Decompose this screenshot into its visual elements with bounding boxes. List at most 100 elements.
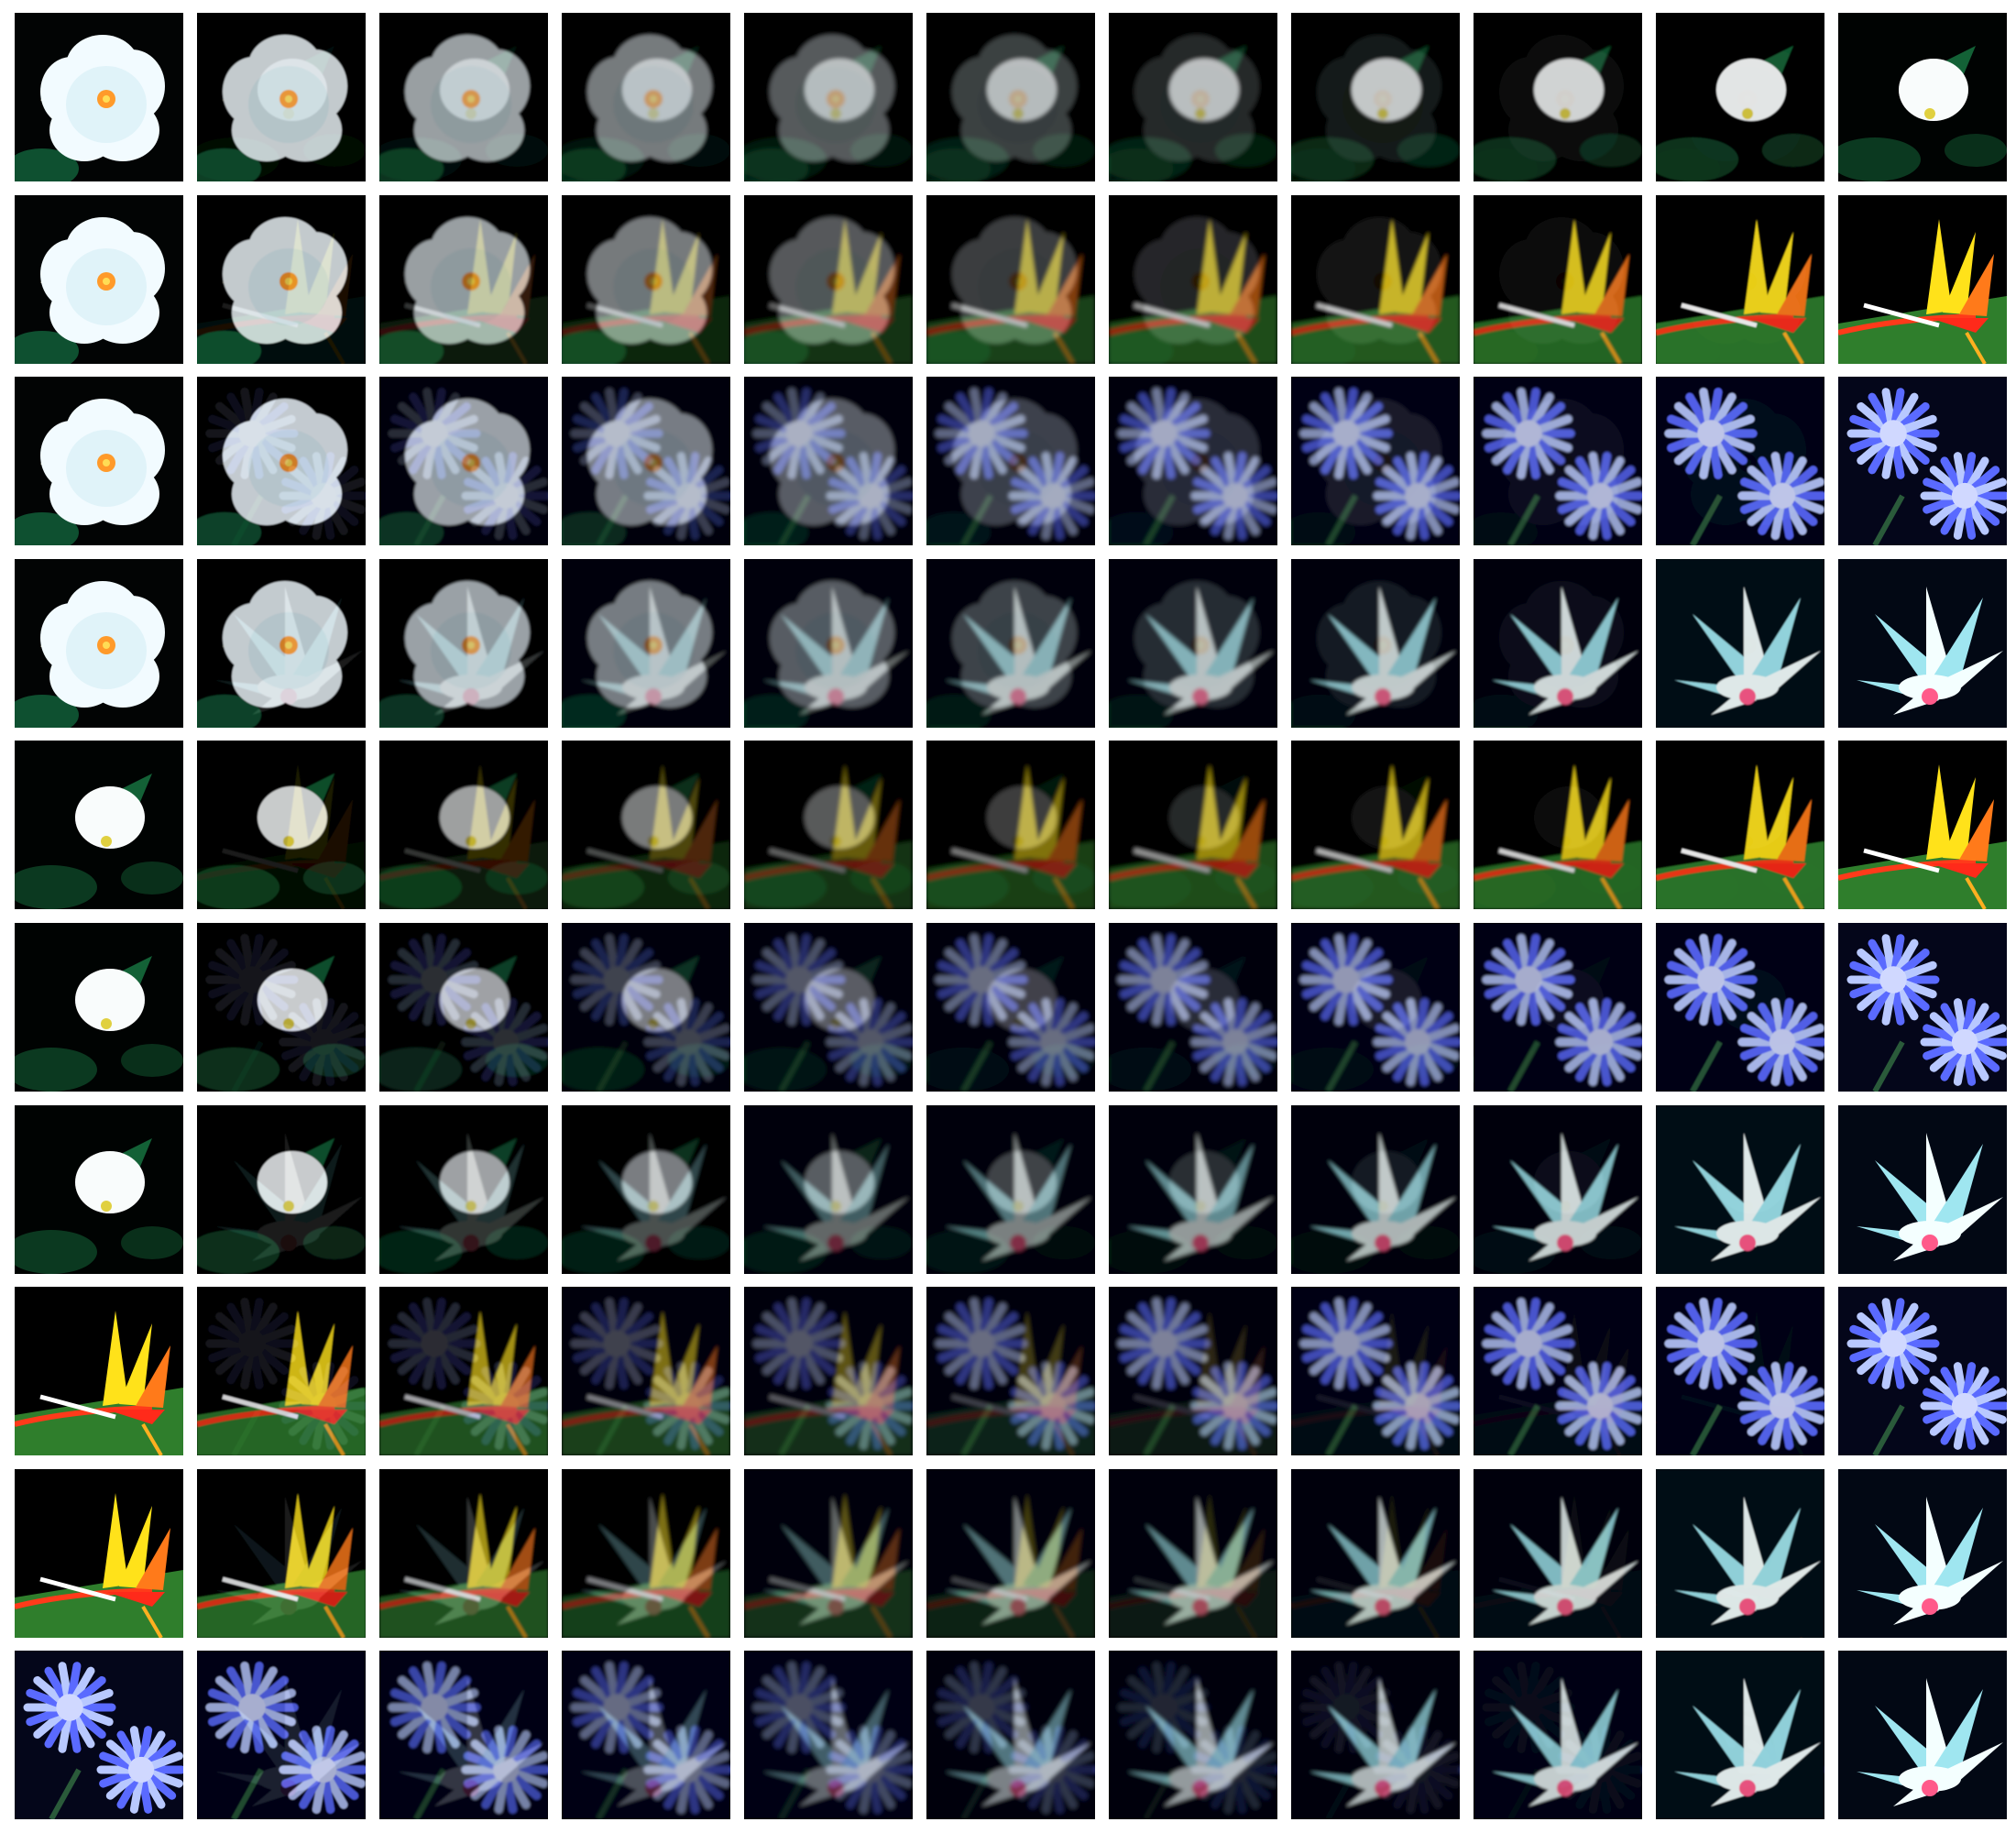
interpolation-tile-r8-c8 [1291, 1287, 1460, 1455]
flower-image [1838, 13, 2007, 181]
flower-image [15, 1105, 183, 1274]
interpolation-tile-r7-c9 [1474, 1105, 1642, 1274]
flower-image [1656, 195, 1824, 364]
flower-image [379, 13, 548, 181]
interpolation-tile-r1-c2 [197, 13, 366, 181]
flower-image [1474, 195, 1642, 364]
flower-image [1656, 1469, 1824, 1638]
interpolation-tile-r2-c9 [1474, 195, 1642, 364]
flower-image [744, 923, 913, 1092]
flower-image [744, 1105, 913, 1274]
flower-image [1109, 13, 1277, 181]
interpolation-tile-r1-c11 [1838, 13, 2007, 181]
interpolation-tile-r9-c11 [1838, 1469, 2007, 1638]
flower-image [379, 1651, 548, 1819]
flower-image [379, 1287, 548, 1455]
interpolation-tile-r10-c2 [197, 1651, 366, 1819]
flower-image [1291, 377, 1460, 545]
interpolation-tile-r10-c4 [562, 1651, 730, 1819]
flower-image [744, 741, 913, 909]
interpolation-tile-r8-c7 [1109, 1287, 1277, 1455]
flower-image [1474, 377, 1642, 545]
interpolation-tile-r9-c5 [744, 1469, 913, 1638]
flower-image [1109, 195, 1277, 364]
interpolation-tile-r3-c9 [1474, 377, 1642, 545]
interpolation-tile-r10-c8 [1291, 1651, 1460, 1819]
interpolation-tile-r1-c4 [562, 13, 730, 181]
interpolation-tile-r8-c5 [744, 1287, 913, 1455]
interpolation-tile-r10-c1 [15, 1651, 183, 1819]
interpolation-tile-r10-c3 [379, 1651, 548, 1819]
flower-image [1656, 377, 1824, 545]
interpolation-tile-r4-c2 [197, 559, 366, 728]
interpolation-tile-r10-c7 [1109, 1651, 1277, 1819]
flower-image [1474, 1469, 1642, 1638]
flower-image [197, 741, 366, 909]
flower-image [926, 13, 1095, 181]
interpolation-tile-r3-c5 [744, 377, 913, 545]
flower-image [562, 1105, 730, 1274]
interpolation-tile-r8-c3 [379, 1287, 548, 1455]
interpolation-tile-r1-c1 [15, 13, 183, 181]
interpolation-tile-r7-c3 [379, 1105, 548, 1274]
interpolation-tile-r7-c2 [197, 1105, 366, 1274]
flower-image [379, 1469, 548, 1638]
flower-image [1291, 195, 1460, 364]
flower-image [926, 195, 1095, 364]
interpolation-tile-r10-c11 [1838, 1651, 2007, 1819]
flower-image [1474, 741, 1642, 909]
flower-image [1109, 741, 1277, 909]
interpolation-tile-r9-c4 [562, 1469, 730, 1638]
interpolation-tile-r10-c10 [1656, 1651, 1824, 1819]
flower-image [15, 195, 183, 364]
interpolation-tile-r6-c4 [562, 923, 730, 1092]
interpolation-tile-r2-c8 [1291, 195, 1460, 364]
flower-image [926, 1469, 1095, 1638]
flower-image [15, 1651, 183, 1819]
interpolation-tile-r5-c10 [1656, 741, 1824, 909]
interpolation-tile-r6-c2 [197, 923, 366, 1092]
flower-image [1838, 923, 2007, 1092]
interpolation-tile-r2-c10 [1656, 195, 1824, 364]
flower-image [379, 559, 548, 728]
interpolation-tile-r7-c1 [15, 1105, 183, 1274]
flower-image [1838, 741, 2007, 909]
flower-image [1838, 1469, 2007, 1638]
interpolation-tile-r5-c8 [1291, 741, 1460, 909]
interpolation-tile-r3-c4 [562, 377, 730, 545]
interpolation-tile-r6-c7 [1109, 923, 1277, 1092]
interpolation-tile-r4-c3 [379, 559, 548, 728]
interpolation-tile-r5-c11 [1838, 741, 2007, 909]
flower-image [744, 13, 913, 181]
interpolation-tile-r7-c10 [1656, 1105, 1824, 1274]
interpolation-tile-r9-c1 [15, 1469, 183, 1638]
flower-image [926, 741, 1095, 909]
interpolation-tile-r7-c5 [744, 1105, 913, 1274]
interpolation-tile-r9-c8 [1291, 1469, 1460, 1638]
flower-image [562, 923, 730, 1092]
flower-image [1838, 1651, 2007, 1819]
interpolation-tile-r4-c9 [1474, 559, 1642, 728]
flower-image [197, 923, 366, 1092]
interpolation-tile-r9-c7 [1109, 1469, 1277, 1638]
flower-image [379, 1105, 548, 1274]
flower-image [1109, 1105, 1277, 1274]
flower-image [197, 559, 366, 728]
interpolation-tile-r6-c10 [1656, 923, 1824, 1092]
flower-image [197, 1287, 366, 1455]
flower-image [15, 559, 183, 728]
interpolation-tile-r8-c2 [197, 1287, 366, 1455]
flower-image [562, 1469, 730, 1638]
interpolation-tile-r1-c7 [1109, 13, 1277, 181]
flower-image [562, 13, 730, 181]
flower-image [744, 377, 913, 545]
interpolation-tile-r8-c4 [562, 1287, 730, 1455]
interpolation-tile-r5-c1 [15, 741, 183, 909]
flower-image [1291, 1287, 1460, 1455]
flower-image [1838, 195, 2007, 364]
flower-image [1838, 1287, 2007, 1455]
interpolation-tile-r7-c11 [1838, 1105, 2007, 1274]
flower-image [926, 559, 1095, 728]
flower-image [1474, 923, 1642, 1092]
flower-image [562, 741, 730, 909]
